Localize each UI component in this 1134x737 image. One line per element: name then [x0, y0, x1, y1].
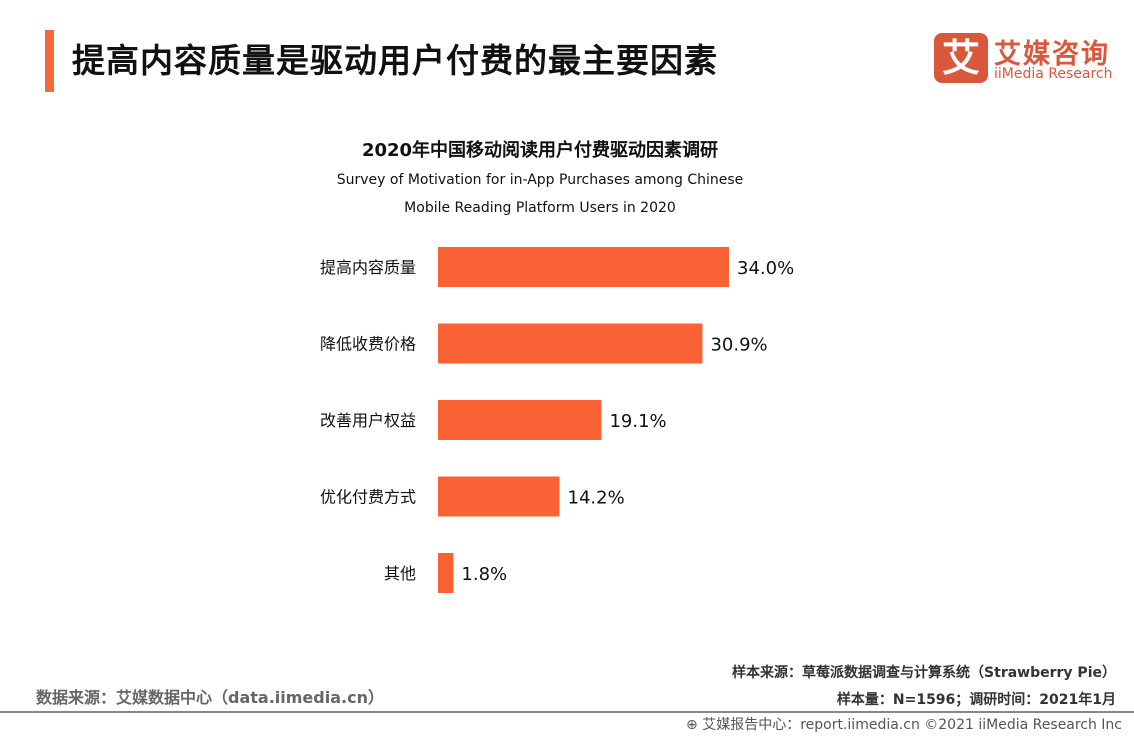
chart-subtitle-1: Survey of Motivation for in-App Purchase…	[336, 172, 744, 188]
page-title: 提高内容质量是驱动用户付费的最主要因素	[72, 41, 718, 80]
bar	[438, 400, 602, 440]
copyright-text: 艾媒报告中心：report.iimedia.cn ©2021 iiMedia R…	[702, 717, 1122, 733]
copyright: ⊕ 艾媒报告中心：report.iimedia.cn ©2021 iiMedia…	[686, 714, 1122, 734]
category-label: 降低收费价格	[320, 335, 416, 354]
logo-mark: 艾	[934, 33, 988, 83]
category-label: 其他	[384, 564, 416, 583]
bar	[438, 247, 729, 287]
category-label: 优化付费方式	[320, 488, 416, 507]
category-label: 改善用户权益	[320, 411, 416, 430]
chart-title: 2020年中国移动阅读用户付费驱动因素调研	[361, 140, 719, 161]
bar	[438, 553, 454, 593]
data-label: 1.8%	[461, 564, 507, 585]
data-label: 14.2%	[568, 488, 625, 509]
bar	[438, 476, 560, 517]
chart-subtitle-2: Mobile Reading Platform Users in 2020	[404, 200, 676, 216]
data-source: 数据来源：艾媒数据中心（data.iimedia.cn）	[36, 688, 384, 707]
bar	[438, 323, 703, 364]
data-label: 30.9%	[710, 335, 767, 356]
logo-en: iiMedia Research	[994, 66, 1113, 82]
category-label: 提高内容质量	[320, 258, 416, 277]
title-accent-bar	[45, 30, 54, 92]
sample-size: 样本量：N=1596；调研时间：2021年1月	[836, 692, 1116, 708]
data-label: 34.0%	[737, 258, 794, 279]
data-label: 19.1%	[609, 411, 666, 432]
globe-icon: ⊕	[686, 717, 703, 733]
logo-cn: 艾媒咨询	[994, 39, 1110, 70]
sample-source: 样本来源：草莓派数据调查与计算系统（Strawberry Pie）	[732, 665, 1116, 681]
footer-divider	[0, 711, 1134, 713]
